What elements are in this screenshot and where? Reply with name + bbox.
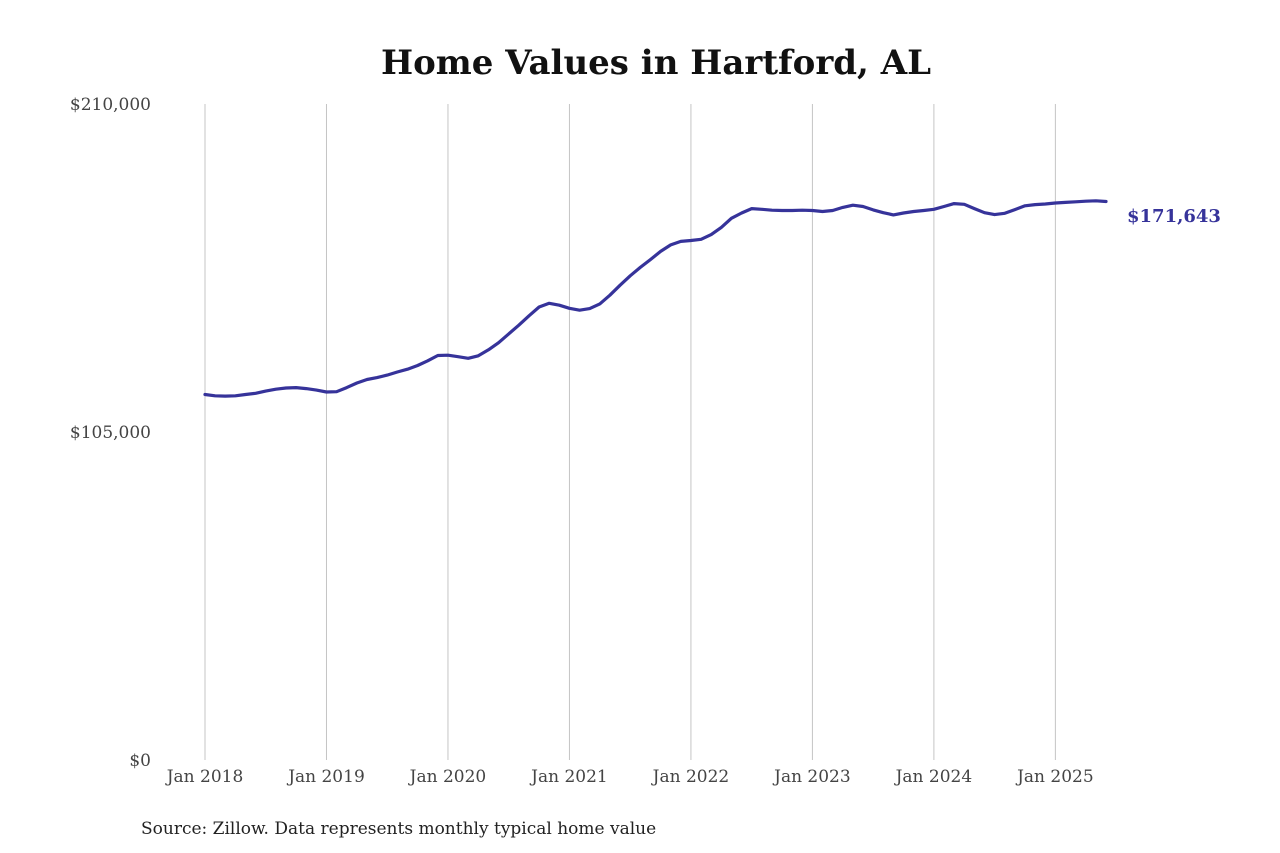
x-tick-label: Jan 2020 bbox=[408, 767, 487, 787]
y-tick-label: $0 bbox=[129, 751, 151, 771]
latest-value-label: $171,643 bbox=[1127, 206, 1221, 227]
y-axis-ticks: $0 $105,000 $210,000 bbox=[70, 95, 151, 771]
vertical-gridlines bbox=[204, 104, 1056, 760]
x-axis-ticks: Jan 2018 Jan 2019 Jan 2020 Jan 2021 Jan 2022… bbox=[165, 767, 1094, 787]
x-tick-label: Jan 2025 bbox=[1015, 767, 1094, 787]
x-tick-label: Jan 2022 bbox=[651, 767, 730, 787]
home-value-line bbox=[203, 199, 1108, 398]
y-tick-label: $105,000 bbox=[70, 423, 151, 443]
x-tick-label: Jan 2021 bbox=[529, 767, 608, 787]
y-tick-label: $210,000 bbox=[70, 95, 151, 115]
chart-title: Home Values in Hartford, AL bbox=[381, 43, 931, 83]
x-tick-label: Jan 2023 bbox=[772, 767, 851, 787]
x-tick-label: Jan 2018 bbox=[165, 767, 244, 787]
source-note: Source: Zillow. Data represents monthly … bbox=[141, 819, 656, 839]
x-tick-label: Jan 2019 bbox=[286, 767, 365, 787]
x-tick-label: Jan 2024 bbox=[894, 767, 973, 787]
